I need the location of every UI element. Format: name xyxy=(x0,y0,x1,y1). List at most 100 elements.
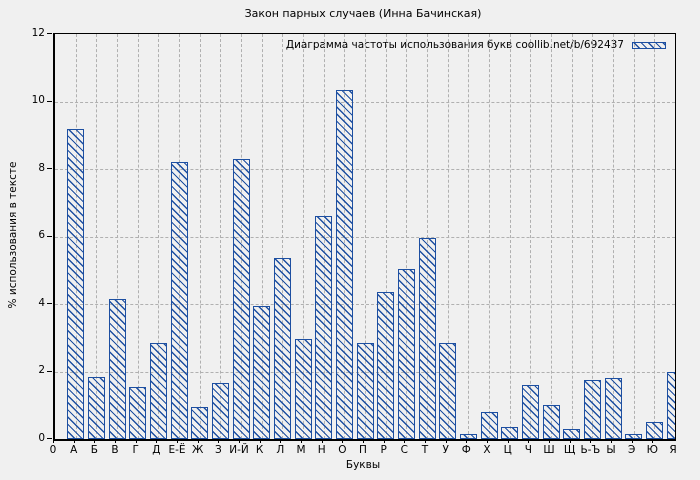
x-tick-mark xyxy=(280,439,282,443)
bar-С xyxy=(397,268,415,439)
x-tick-mark xyxy=(321,439,323,443)
bar-Р xyxy=(377,292,395,439)
x-tick-mark xyxy=(569,439,571,443)
x-tick-mark xyxy=(94,439,96,443)
y-tick-mark xyxy=(47,235,52,237)
legend-label: Диаграмма частоты использования букв coo… xyxy=(285,39,624,51)
y-tick-mark xyxy=(47,370,52,372)
bar-Э xyxy=(625,433,643,439)
x-tick-label: 0 xyxy=(49,444,57,456)
chart-title: Закон парных случаев (Инна Бачинская) xyxy=(244,7,482,20)
x-tick-mark xyxy=(652,439,654,443)
x-tick-mark xyxy=(177,439,178,443)
x-tick-label: Ь-Ъ xyxy=(580,444,601,456)
bar-А xyxy=(67,128,85,439)
y-tick-mark xyxy=(47,438,52,439)
bar-Т xyxy=(418,238,436,439)
x-tick-label: Ю xyxy=(646,444,658,456)
legend: Диаграмма частоты использования букв coo… xyxy=(286,39,666,51)
x-tick-label: С xyxy=(400,444,408,456)
v-gridline xyxy=(365,34,366,439)
x-tick-label: Ч xyxy=(524,444,532,456)
x-tick-mark xyxy=(590,439,592,443)
bar-Л xyxy=(273,258,291,439)
v-gridline xyxy=(489,34,490,439)
v-gridline xyxy=(613,34,614,439)
v-gridline xyxy=(592,34,594,439)
v-gridline xyxy=(447,34,449,439)
v-gridline xyxy=(468,34,470,439)
bar-М xyxy=(294,339,312,439)
bar-З xyxy=(211,383,229,439)
x-axis-label: Буквы xyxy=(345,459,381,471)
v-gridline xyxy=(530,34,532,439)
v-gridline xyxy=(199,34,201,439)
x-tick-label: Э xyxy=(627,444,636,456)
x-tick-mark xyxy=(549,439,550,443)
x-tick-label: Ы xyxy=(606,444,616,456)
bar-У xyxy=(439,342,457,439)
x-tick-label: В xyxy=(111,444,119,456)
bar-Б xyxy=(87,376,105,439)
x-tick-mark xyxy=(466,439,468,443)
bar-Ю xyxy=(645,422,663,439)
x-tick-mark xyxy=(259,439,261,443)
x-tick-label: Х xyxy=(483,444,491,456)
x-tick-mark xyxy=(73,439,75,443)
y-tick-mark xyxy=(47,33,52,34)
v-gridline xyxy=(633,34,635,439)
bar-И-Й xyxy=(232,158,250,439)
x-tick-mark xyxy=(425,439,426,443)
x-tick-mark xyxy=(301,439,302,443)
y-tick-label: 8 xyxy=(38,161,45,174)
x-tick-label: Ф xyxy=(461,444,471,456)
bar-Ц xyxy=(501,427,519,439)
bar-В xyxy=(108,298,126,439)
y-tick-mark xyxy=(47,168,52,169)
x-tick-mark xyxy=(135,439,137,443)
x-tick-mark xyxy=(239,439,240,443)
v-gridline xyxy=(261,34,263,439)
x-tick-label: Г xyxy=(132,444,139,456)
v-gridline xyxy=(158,34,160,439)
x-tick-label: Б xyxy=(90,444,98,456)
x-tick-mark xyxy=(218,439,220,443)
bar-Ж xyxy=(191,406,209,439)
y-tick-label: 4 xyxy=(38,296,45,309)
x-tick-label: П xyxy=(359,444,367,456)
x-tick-label: О xyxy=(338,444,347,456)
y-tick-mark xyxy=(47,100,52,102)
bar-К xyxy=(253,305,271,439)
bar-Г xyxy=(129,386,147,439)
x-tick-label: Р xyxy=(380,444,387,456)
bar-Я xyxy=(666,371,675,439)
x-tick-label: Ж xyxy=(192,444,204,456)
v-gridline xyxy=(220,34,222,439)
x-tick-mark xyxy=(53,439,54,443)
x-tick-mark xyxy=(528,439,530,443)
v-gridline xyxy=(303,34,304,439)
x-tick-mark xyxy=(383,439,385,443)
y-tick-label: 0 xyxy=(38,431,45,444)
v-gridline xyxy=(406,34,408,439)
x-tick-label: Е-Ё xyxy=(168,444,186,456)
v-gridline xyxy=(385,34,387,439)
x-tick-label: Н xyxy=(317,444,326,456)
v-gridline xyxy=(117,34,118,439)
legend-swatch-hatch-icon xyxy=(632,41,666,49)
y-tick-label: 2 xyxy=(38,364,45,376)
bar-О xyxy=(335,89,353,439)
x-tick-label: Ц xyxy=(503,444,512,456)
x-tick-mark xyxy=(487,439,488,443)
v-gridline xyxy=(551,34,552,439)
y-tick-label: 10 xyxy=(31,94,45,106)
v-gridline xyxy=(654,34,656,439)
x-tick-mark xyxy=(197,439,199,443)
bar-Щ xyxy=(563,428,581,439)
x-tick-mark xyxy=(507,439,509,443)
x-tick-label: Щ xyxy=(563,444,576,456)
v-gridline xyxy=(137,34,139,439)
x-tick-label: З xyxy=(214,444,222,456)
x-tick-mark xyxy=(404,439,406,443)
x-tick-label: И-Й xyxy=(229,444,249,456)
